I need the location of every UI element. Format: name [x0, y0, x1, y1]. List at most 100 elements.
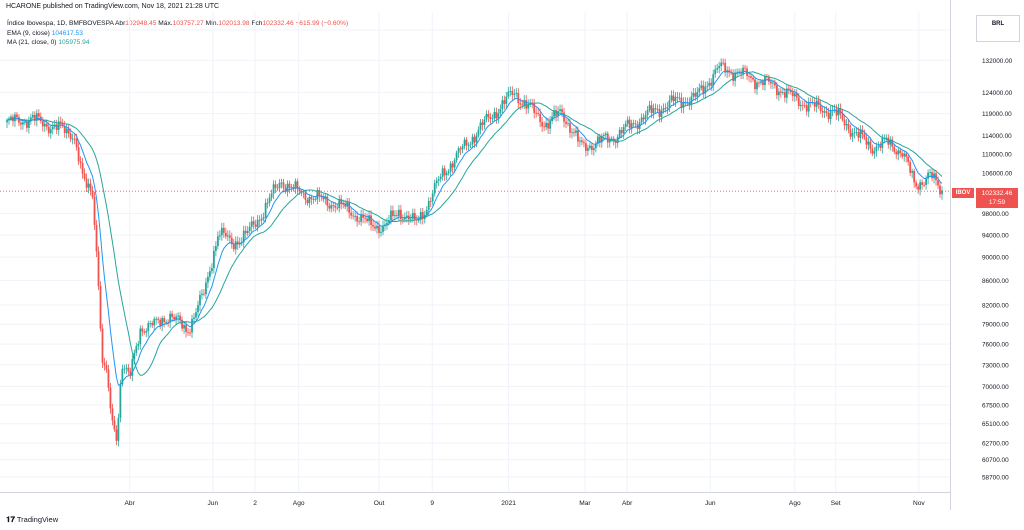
candle-body: [795, 93, 798, 98]
candle-body: [829, 111, 832, 120]
candle-body: [95, 225, 98, 252]
candle-body: [585, 143, 587, 151]
candle-body: [105, 365, 108, 370]
candle-body: [736, 71, 738, 73]
candle-body: [921, 182, 924, 185]
y-tick-label: 132000.00: [982, 58, 1013, 65]
candle-body: [672, 95, 675, 102]
candle-body: [427, 200, 430, 210]
candle-body: [579, 140, 581, 142]
candle-body: [455, 152, 458, 161]
currency-selector[interactable]: BRL: [976, 15, 1020, 42]
candle-body: [698, 88, 701, 92]
candle-body: [25, 121, 28, 128]
candle-body: [113, 420, 116, 430]
candle-body: [527, 104, 530, 109]
candle-body: [656, 109, 659, 110]
candle-body: [549, 121, 551, 129]
y-tick-label: 62700.00: [982, 441, 1009, 448]
candle-body: [837, 108, 840, 116]
candle-body: [881, 137, 884, 148]
legend-ema-row[interactable]: EMA (9, close) 104617.53: [7, 29, 348, 39]
candle-body: [899, 150, 902, 154]
candle-body: [479, 122, 482, 130]
candle-body: [861, 129, 864, 135]
candle-body: [738, 71, 740, 73]
candle-body: [125, 367, 128, 369]
candle-body: [764, 76, 766, 86]
candle-body: [304, 192, 307, 200]
legend-ohlc-row[interactable]: Índice Ibovespa, 1D, BMFBOVESPA Abr10294…: [7, 19, 348, 29]
tradingview-brand[interactable]: 𝟏𝟕 TradingView: [6, 515, 58, 525]
candle-body: [93, 196, 96, 226]
candle-body: [141, 328, 144, 332]
candle-body: [748, 76, 750, 77]
candle-body: [264, 202, 267, 218]
y-tick-label: 60700.00: [982, 457, 1009, 464]
ma-value: 105975.94: [58, 39, 90, 47]
candle-body: [342, 203, 345, 205]
candle-body: [941, 190, 943, 195]
legend-symbol: Índice Ibovespa, 1D, BMFBOVESPA: [7, 20, 114, 27]
candle-body: [650, 105, 653, 113]
candle-body: [853, 132, 856, 134]
candle-body: [909, 162, 912, 173]
candle-body: [322, 197, 325, 200]
candle-body: [396, 215, 398, 216]
last-price-tag: 102332.46 17:59: [976, 188, 1018, 208]
candle-body: [55, 124, 58, 130]
candle-body: [376, 225, 378, 229]
candle-body: [465, 139, 468, 146]
candle-body: [803, 105, 806, 107]
candle-body: [425, 209, 428, 215]
candle-body: [107, 369, 110, 388]
candle-body: [334, 205, 337, 208]
candle-body: [189, 332, 191, 334]
candle-body: [577, 130, 579, 142]
y-tick-label: 73000.00: [982, 362, 1009, 369]
candle-body: [83, 173, 86, 179]
candle-body: [274, 184, 277, 188]
candle-body: [139, 328, 142, 345]
candle-body: [119, 384, 122, 418]
candle-body: [175, 316, 177, 320]
y-tick-label: 106000.00: [982, 171, 1013, 178]
candle-body: [87, 183, 90, 188]
candle-body: [598, 136, 601, 143]
candle-body: [346, 202, 349, 207]
candle-body: [843, 119, 846, 126]
candle-body: [905, 153, 908, 157]
candle-body: [690, 96, 693, 105]
legend-ma-row[interactable]: MA (21, close, 0) 105975.94: [7, 38, 348, 48]
candle-body: [702, 85, 705, 94]
ma-line: [6, 71, 943, 376]
last-price-value: 102332.46: [981, 190, 1013, 197]
candle-body: [340, 198, 343, 204]
candle-body: [99, 286, 102, 329]
candle-body: [268, 197, 271, 203]
candle-body: [195, 312, 197, 318]
candle-body: [493, 111, 496, 119]
y-tick-label: 94000.00: [982, 232, 1009, 239]
candle-body: [823, 111, 826, 113]
candle-body: [222, 227, 225, 233]
candle-body: [439, 176, 442, 180]
candle-body: [654, 108, 657, 110]
candle-body: [513, 93, 516, 95]
candle-body: [730, 72, 733, 74]
candle-body: [260, 218, 263, 221]
candle-body: [678, 97, 681, 99]
candle-body: [75, 138, 78, 148]
candle-body: [879, 145, 882, 148]
candle-body: [634, 123, 637, 125]
candle-body: [606, 133, 609, 143]
x-tick-label: Set: [831, 500, 841, 507]
candle-body: [539, 113, 542, 123]
candle-body: [475, 135, 478, 143]
candle-body: [392, 210, 394, 217]
candle-body: [242, 230, 245, 243]
candle-body: [258, 219, 261, 221]
candle-body: [24, 121, 26, 123]
candle-body: [183, 325, 185, 329]
